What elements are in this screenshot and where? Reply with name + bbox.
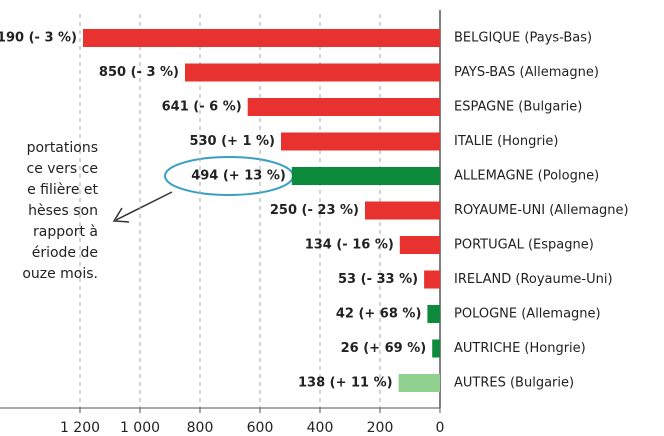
x-tick-label: 800 (187, 420, 214, 436)
category-label: ALLEMAGNE (Pologne) (454, 169, 599, 184)
value-label: 530 (+ 1 %) (189, 134, 275, 149)
bar (424, 270, 440, 289)
bar (365, 201, 440, 220)
value-label: 134 (- 16 %) (305, 238, 394, 253)
category-label: AUTRICHE (Hongrie) (454, 341, 586, 356)
value-label: 138 (+ 11 %) (298, 376, 393, 391)
value-label: 641 (- 6 %) (162, 100, 242, 115)
bar (399, 236, 440, 254)
value-label: 26 (+ 69 %) (341, 341, 427, 356)
bar (247, 98, 440, 116)
annotation-line: ouze mois. (22, 266, 98, 282)
x-tick-label: 400 (307, 420, 334, 436)
x-tick-label: 600 (247, 420, 274, 436)
category-label: PORTUGAL (Espagne) (454, 238, 594, 253)
value-label: 250 (- 23 %) (270, 203, 359, 218)
x-tick-label: 1 200 (60, 420, 100, 436)
category-label: PAYS-BAS (Allemagne) (454, 65, 599, 80)
annotation-line: ériode de (32, 245, 98, 261)
value-label: 53 (- 33 %) (338, 272, 418, 287)
category-label: ROYAUME-UNI (Allemagne) (454, 203, 629, 218)
category-label: AUTRES (Bulgarie) (454, 376, 574, 391)
value-label: 494 (+ 13 %) (191, 169, 286, 184)
category-label: IRELAND (Royaume-Uni) (454, 272, 613, 287)
annotation-line: e filière et (27, 182, 98, 198)
category-label: BELGIQUE (Pays-Bas) (454, 31, 592, 46)
bar (427, 305, 440, 323)
bar (281, 132, 440, 151)
annotation-arrow (115, 191, 173, 221)
value-label: 1 190 (- 3 %) (0, 31, 77, 46)
category-label: ESPAGNE (Bulgarie) (454, 100, 582, 115)
value-label: 850 (- 3 %) (99, 65, 179, 80)
value-label: 42 (+ 68 %) (336, 307, 422, 322)
x-tick-label: 1 000 (120, 420, 160, 436)
bar (398, 374, 440, 392)
annotation-line: hèses son (28, 203, 98, 219)
category-label: ITALIE (Hongrie) (454, 134, 558, 149)
bar (291, 167, 440, 185)
bar (185, 63, 440, 82)
bar (83, 29, 440, 47)
bar (432, 339, 440, 358)
annotation-line: rapport à (33, 224, 98, 240)
x-tick-label: 200 (367, 420, 394, 436)
category-label: POLOGNE (Allemagne) (454, 307, 601, 322)
annotation-line: portations (27, 140, 98, 156)
arrow-head (112, 207, 130, 223)
x-tick-label: 0 (436, 420, 445, 436)
annotation-line: ce vers ce (27, 161, 98, 177)
